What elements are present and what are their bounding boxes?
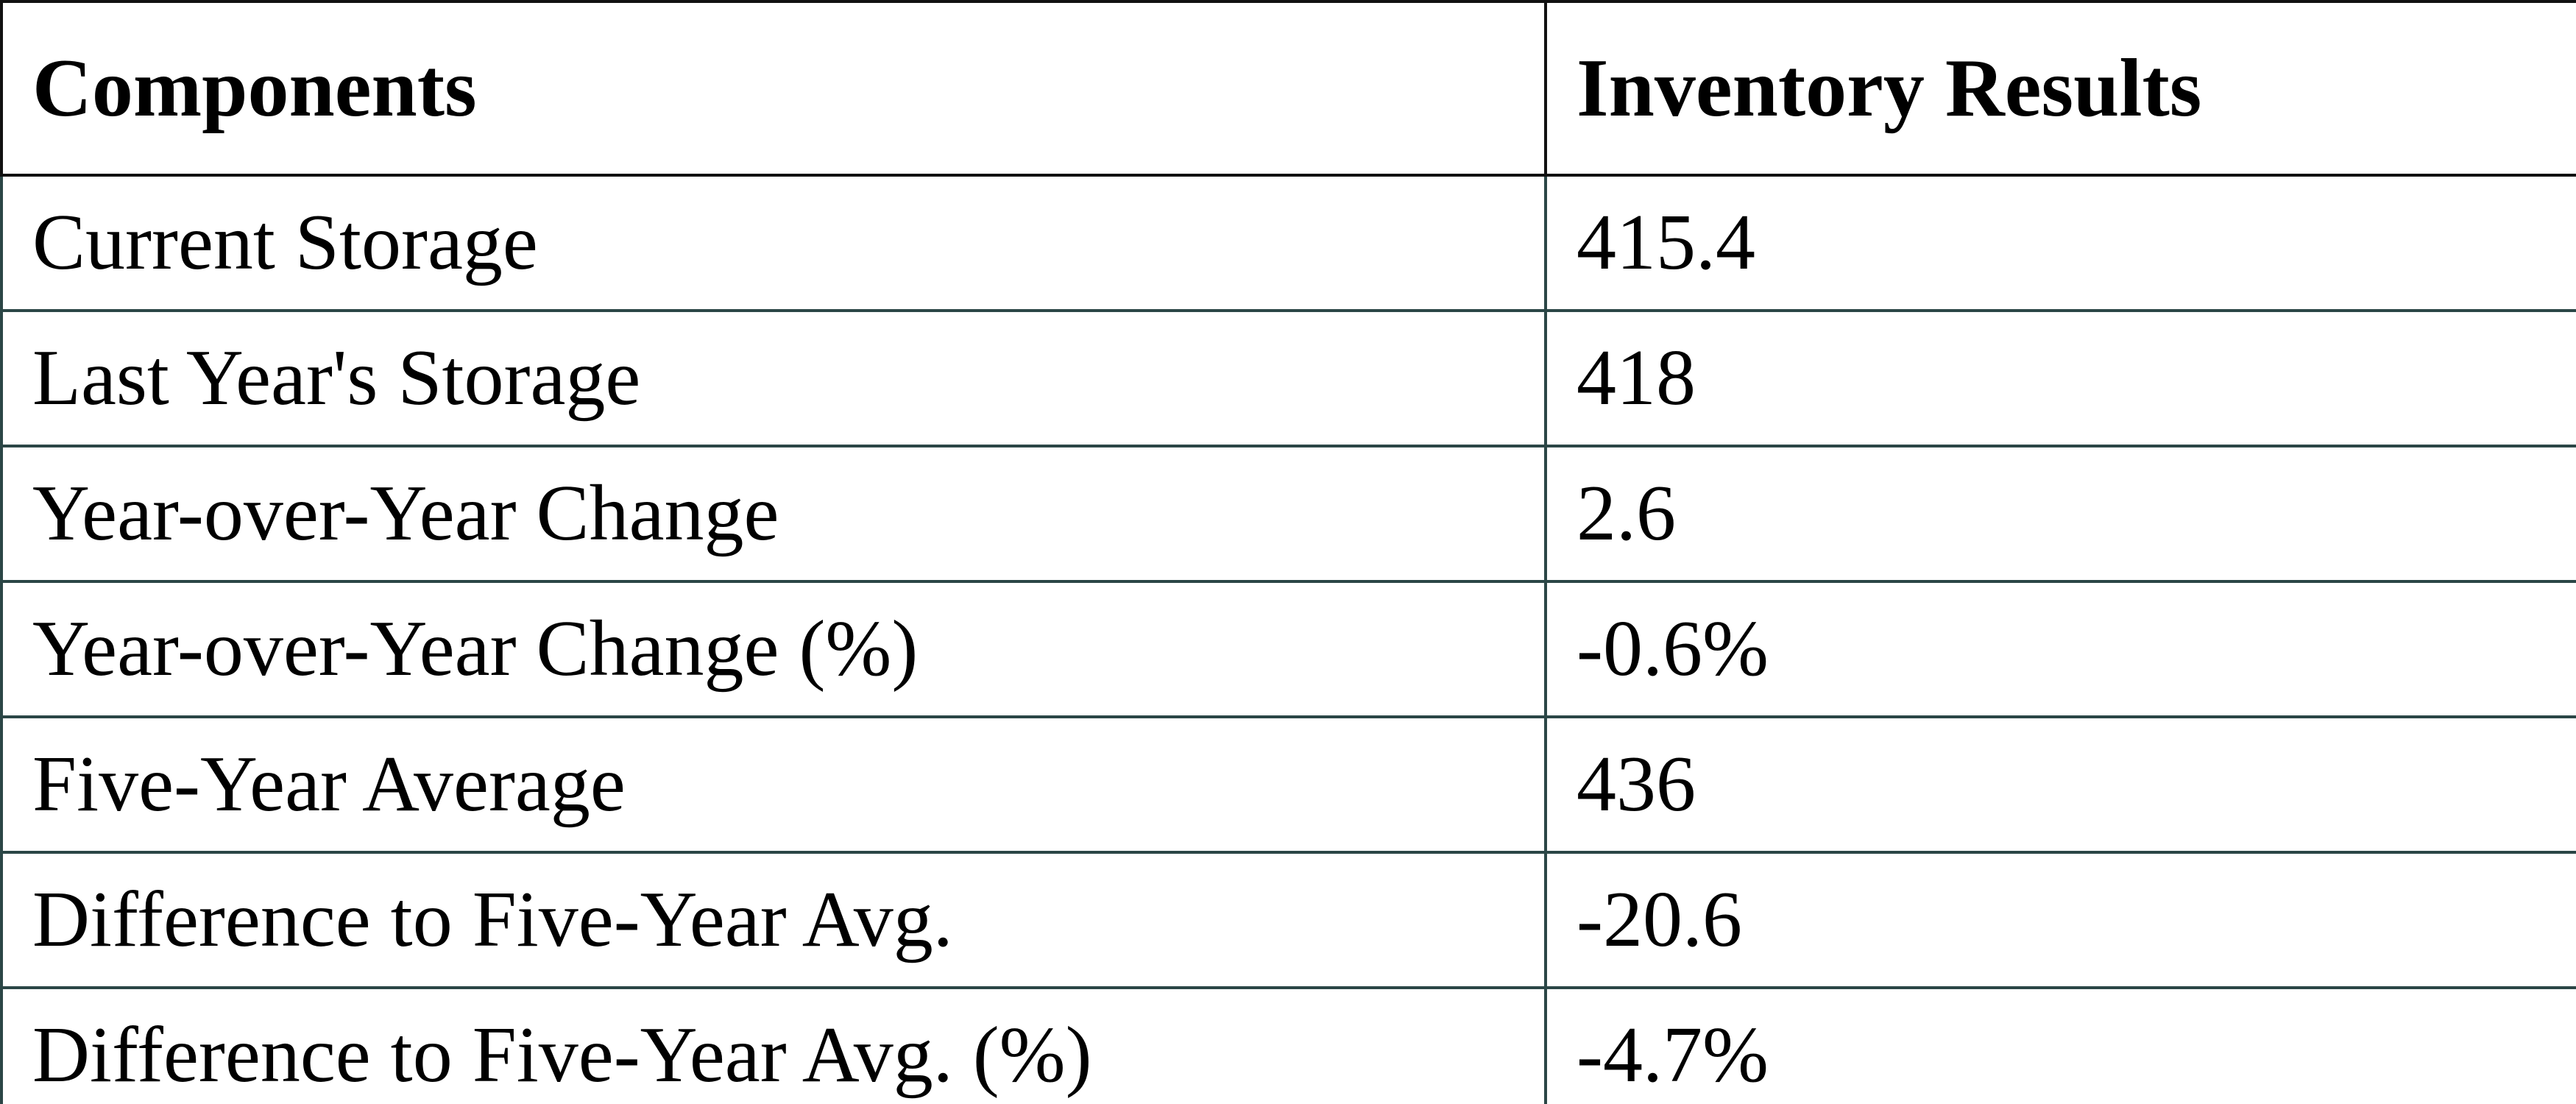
result-cell: 418 (1544, 309, 2576, 447)
component-cell: Year-over-Year Change (%) (0, 580, 1547, 718)
header-cell: Components (0, 0, 1547, 177)
table-row: Year-over-Year Change (%) -0.6% (0, 580, 2576, 718)
table-body: Current Storage 415.4 Last Year's Storage 4… (0, 174, 2576, 1104)
component-cell: Last Year's Storage (0, 309, 1547, 447)
table-row: Last Year's Storage 418 (0, 309, 2576, 447)
component-cell: Current Storage (0, 174, 1547, 312)
result-cell: 2.6 (1544, 445, 2576, 583)
table-row: Five-Year Average 436 (0, 715, 2576, 854)
header-cell: Inventory Results (1544, 0, 2576, 177)
component-cell: Difference to Five-Year Avg. (0, 851, 1547, 989)
header-row: Components Inventory Results (0, 0, 2576, 177)
table-row: Difference to Five-Year Avg. (%) -4.7% (0, 986, 2576, 1104)
table-row: Difference to Five-Year Avg. -20.6 (0, 851, 2576, 989)
table-row: Year-over-Year Change 2.6 (0, 445, 2576, 583)
table-row: Current Storage 415.4 (0, 174, 2576, 312)
component-cell: Year-over-Year Change (0, 445, 1547, 583)
result-cell: 436 (1544, 715, 2576, 854)
component-cell: Difference to Five-Year Avg. (%) (0, 986, 1547, 1104)
result-cell: -20.6 (1544, 851, 2576, 989)
result-cell: -4.7% (1544, 986, 2576, 1104)
component-cell: Five-Year Average (0, 715, 1547, 854)
result-cell: -0.6% (1544, 580, 2576, 718)
result-cell: 415.4 (1544, 174, 2576, 312)
